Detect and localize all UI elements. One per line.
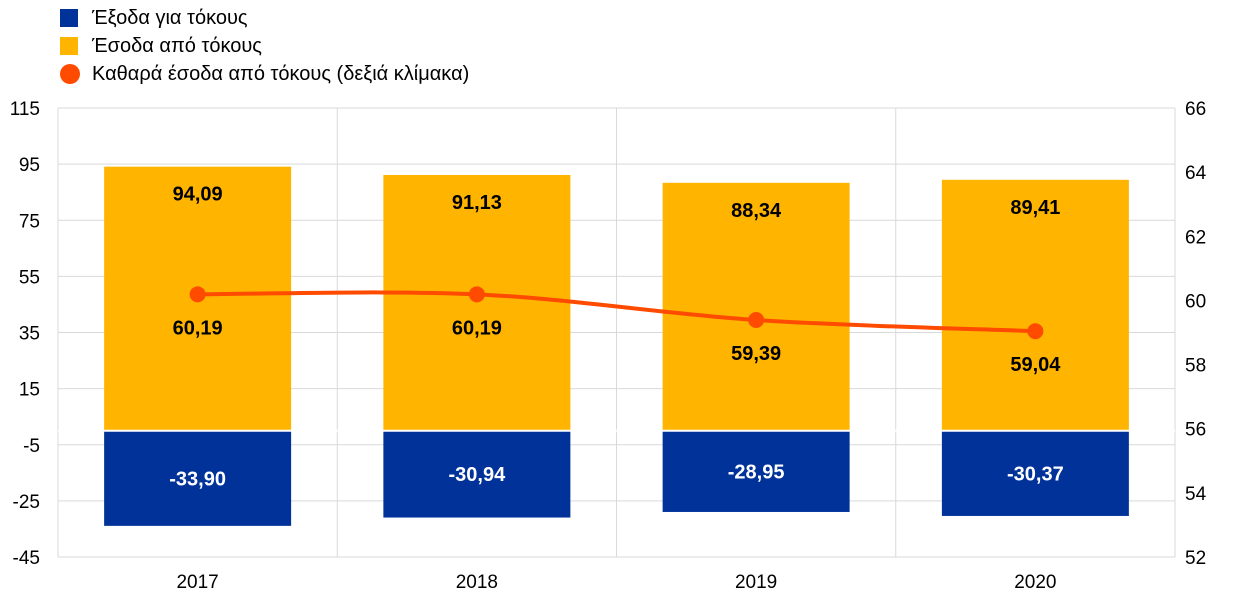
bar-expenses-label: -33,90 [169, 468, 226, 490]
net-interest-label: 59,39 [731, 343, 781, 365]
legend-item-income: Έσοδα από τόκους [60, 32, 469, 60]
bar-income-label: 94,09 [173, 184, 223, 206]
bar-income-label: 88,34 [731, 200, 782, 222]
legend-item-expenses: Έξοδα για τόκους [60, 4, 469, 32]
legend-label-expenses: Έξοδα για τόκους [92, 6, 248, 29]
legend-expenses-square-icon [60, 9, 78, 27]
net-interest-line [197, 290, 1036, 334]
net-interest-label: 60,19 [173, 317, 223, 339]
legend-income-square-icon [60, 37, 78, 55]
y-left-tick-label: 35 [19, 324, 40, 345]
x-tick-label: 2018 [456, 572, 498, 593]
y-left-tick-label: -45 [13, 548, 40, 569]
legend-item-net: Καθαρά έσοδα από τόκους (δεξιά κλίμακα) [60, 60, 469, 88]
bar-expenses [662, 430, 850, 512]
bar-expenses-label: -28,95 [728, 461, 785, 483]
net-interest-point [189, 286, 206, 303]
bar-expenses [104, 430, 292, 526]
bar-income-label: 91,13 [452, 192, 502, 214]
net-interest-point [748, 311, 765, 328]
y-right-tick-label: 58 [1185, 356, 1206, 377]
y-right-tick-label: 64 [1185, 163, 1207, 184]
legend-label-income: Έσοδα από τόκους [92, 34, 262, 57]
y-left-tick-label: 95 [19, 155, 40, 176]
bar-expenses [383, 430, 571, 518]
legend: Έξοδα για τόκους Έσοδα από τόκους Καθαρά… [60, 4, 469, 88]
bar-income [662, 182, 850, 431]
y-left-tick-label: 15 [19, 380, 40, 401]
x-tick-label: 2019 [735, 572, 777, 593]
bar-income [941, 179, 1129, 431]
y-right-tick-label: 52 [1185, 548, 1206, 569]
net-interest-label: 59,04 [1010, 354, 1061, 376]
bar-income-label: 89,41 [1010, 197, 1060, 219]
bar-expenses [941, 430, 1129, 516]
y-right-tick-label: 62 [1185, 227, 1206, 248]
legend-net-dot-icon [60, 64, 80, 84]
y-left-tick-label: -25 [13, 492, 40, 513]
y-right-tick-label: 54 [1185, 484, 1207, 505]
y-right-tick-label: 60 [1185, 291, 1206, 312]
legend-label-net: Καθαρά έσοδα από τόκους (δεξιά κλίμακα) [92, 62, 470, 85]
y-right-tick-label: 56 [1185, 420, 1206, 441]
y-left-tick-label: -5 [23, 436, 40, 457]
net-interest-point [1027, 323, 1044, 340]
x-tick-label: 2020 [1014, 572, 1056, 593]
x-tick-label: 2017 [176, 572, 218, 593]
bar-income [383, 174, 571, 431]
y-left-tick-label: 115 [10, 99, 40, 120]
y-right-tick-label: 66 [1185, 99, 1206, 120]
net-interest-label: 60,19 [452, 317, 502, 339]
y-left-tick-label: 55 [19, 267, 40, 288]
net-interest-point [468, 286, 485, 303]
y-left-tick-label: 75 [19, 211, 40, 232]
bar-expenses-label: -30,94 [449, 464, 507, 486]
bar-expenses-label: -30,37 [1007, 463, 1064, 485]
